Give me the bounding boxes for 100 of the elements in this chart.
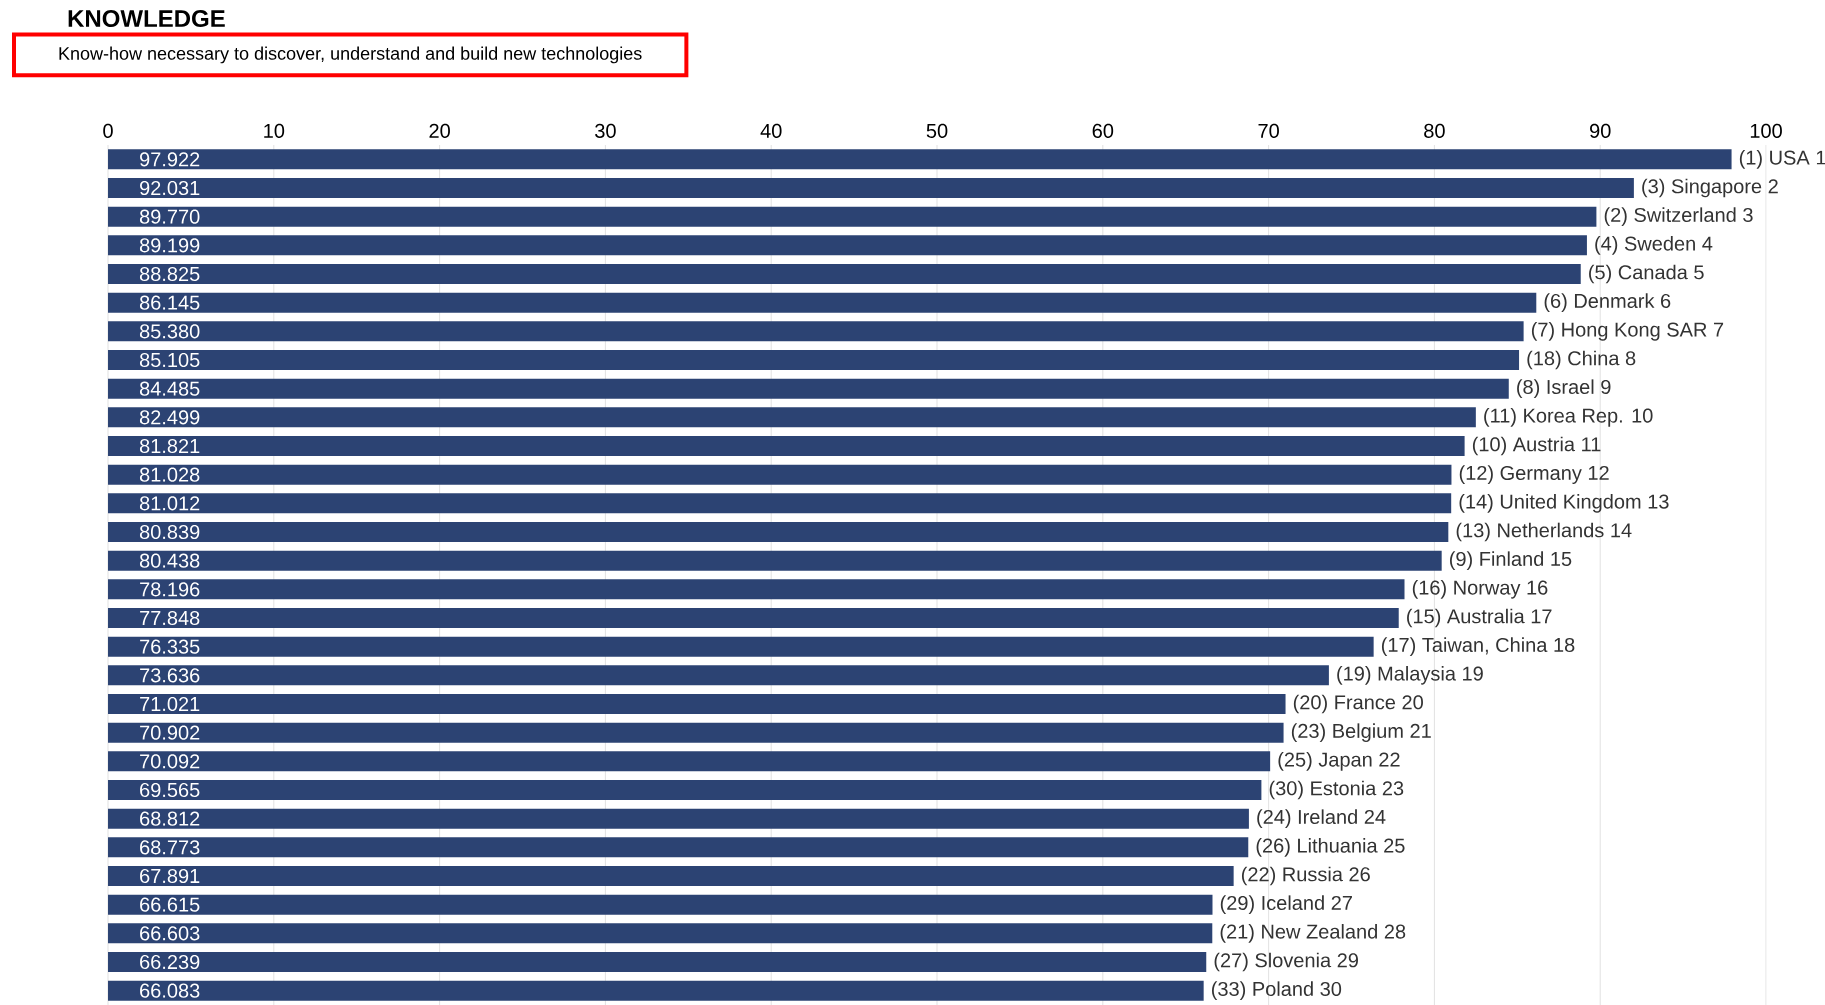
- bar: [108, 235, 1587, 256]
- y-tick-label: (12) Germany 12: [1459, 465, 1609, 484]
- bar: [108, 751, 1271, 772]
- y-tick-label: (7) Hong Kong SAR 7: [1531, 322, 1724, 341]
- bar: [108, 522, 1449, 542]
- y-tick-label: (18) China 8: [1527, 350, 1636, 370]
- data-label: 68.773: [140, 840, 200, 855]
- y-tick-label: (20) France 20: [1293, 694, 1423, 714]
- data-label: 92.031: [140, 180, 200, 196]
- bar: [108, 436, 1465, 456]
- data-label: 86.145: [139, 295, 200, 310]
- data-label: 71.021: [140, 696, 200, 712]
- chart-subtitle: Know-how necessary to discover, understand and build new technologies: [59, 46, 642, 64]
- y-tick-label: (25) Japan 22: [1278, 752, 1400, 771]
- data-label: 78.196: [140, 582, 200, 597]
- bar: [108, 694, 1286, 714]
- data-label: 77.848: [140, 610, 200, 626]
- y-tick-label: (3) Singapore 2: [1642, 178, 1778, 198]
- data-label: 85.105: [139, 352, 200, 368]
- bar: [108, 206, 1597, 227]
- bar: [108, 464, 1452, 485]
- y-tick-label: (9) Finland 15: [1450, 551, 1572, 570]
- data-label: 97.922: [140, 152, 200, 167]
- data-label: 69.565: [140, 782, 200, 798]
- y-tick-label: (8) Israel 9: [1517, 379, 1611, 398]
- y-tick-label: (1) USA 1: [1739, 150, 1825, 169]
- data-label: 66.239: [140, 954, 200, 970]
- data-label: 66.083: [140, 983, 200, 998]
- bar: [108, 149, 1732, 170]
- y-tick-label: (6) Denmark 6: [1544, 293, 1671, 312]
- y-tick-label: (5) Canada 5: [1589, 264, 1704, 284]
- bar: [108, 378, 1509, 399]
- data-label: 89.770: [139, 209, 200, 224]
- y-tick-label: (11) Korea Rep. 10: [1484, 408, 1653, 427]
- data-label: 82.499: [139, 410, 200, 425]
- x-tick-label: 10: [264, 123, 285, 138]
- x-tick-label: 70: [1258, 123, 1279, 138]
- y-tick-label: (23) Belgium 21: [1291, 723, 1431, 742]
- bar: [108, 779, 1262, 800]
- data-label: 88.825: [139, 266, 200, 282]
- y-tick-label: (2) Switzerland 3: [1604, 207, 1753, 226]
- y-tick-label: (15) Australia 17: [1407, 608, 1552, 628]
- chart-title: KNOWLEDGE: [68, 10, 225, 28]
- x-tick-label: 60: [1092, 123, 1114, 138]
- data-label: 89.199: [139, 238, 200, 253]
- y-tick-label: (21) New Zealand 28: [1220, 924, 1406, 943]
- y-tick-label: (33) Poland 30: [1211, 981, 1342, 1000]
- y-tick-label: (17) Taiwan, China 18: [1381, 637, 1575, 656]
- data-label: 67.891: [140, 868, 200, 884]
- bar: [108, 178, 1634, 198]
- bar: [108, 722, 1284, 743]
- bar: [108, 636, 1374, 657]
- y-tick-label: (16) Norway 16: [1412, 580, 1548, 599]
- y-tick-label: (22) Russia 26: [1241, 866, 1370, 886]
- y-tick-label: (24) Ireland 24: [1257, 809, 1386, 828]
- bar: [108, 665, 1329, 686]
- bar: [108, 923, 1213, 944]
- y-tick-label: (26) Lithuania 25: [1256, 838, 1405, 857]
- data-label: 76.335: [140, 639, 200, 654]
- bar: [108, 951, 1207, 972]
- bar: [108, 808, 1249, 829]
- y-tick-label: (30) Estonia 23: [1269, 780, 1404, 800]
- data-label: 81.028: [139, 467, 200, 482]
- x-tick-label: 30: [595, 123, 616, 138]
- bar: [108, 350, 1520, 370]
- bar: [108, 550, 1442, 571]
- data-label: 84.485: [139, 381, 200, 396]
- bar: [108, 894, 1213, 915]
- x-tick-label: 40: [760, 123, 782, 138]
- bar: [108, 493, 1452, 514]
- data-label: 80.839: [139, 524, 200, 540]
- y-tick-label: (27) Slovenia 29: [1214, 952, 1358, 972]
- y-tick-label: (14) United Kingdom 13: [1459, 494, 1669, 513]
- data-label: 85.380: [139, 324, 200, 339]
- data-label: 80.438: [139, 553, 200, 568]
- bar: [108, 837, 1249, 858]
- bar: [108, 608, 1399, 628]
- bar: [108, 865, 1234, 886]
- y-tick-label: (10) Austria 11: [1472, 436, 1601, 456]
- y-tick-label: (4) Sweden 4: [1595, 236, 1713, 255]
- data-label: 66.615: [140, 897, 200, 912]
- x-tick-label: 50: [926, 123, 948, 138]
- y-tick-label: (29) Iceland 27: [1220, 895, 1352, 914]
- y-tick-label: (19) Malaysia 19: [1337, 666, 1483, 685]
- x-tick-label: 90: [1590, 123, 1611, 138]
- bar: [108, 579, 1405, 600]
- bar: [108, 321, 1524, 342]
- y-tick-label: (13) Netherlands 14: [1456, 522, 1632, 542]
- x-tick-label: 0: [103, 123, 113, 138]
- bar: [108, 292, 1537, 313]
- data-label: 70.092: [140, 754, 200, 769]
- x-tick-label: 80: [1424, 123, 1445, 138]
- data-label: 68.812: [140, 811, 200, 826]
- bar: [108, 407, 1476, 428]
- data-label: 81.012: [139, 496, 200, 511]
- data-label: 81.821: [139, 438, 200, 454]
- x-tick-label: 20: [429, 123, 450, 138]
- data-label: 73.636: [140, 668, 200, 683]
- bar: [108, 264, 1581, 284]
- x-tick-label: 100: [1750, 123, 1782, 138]
